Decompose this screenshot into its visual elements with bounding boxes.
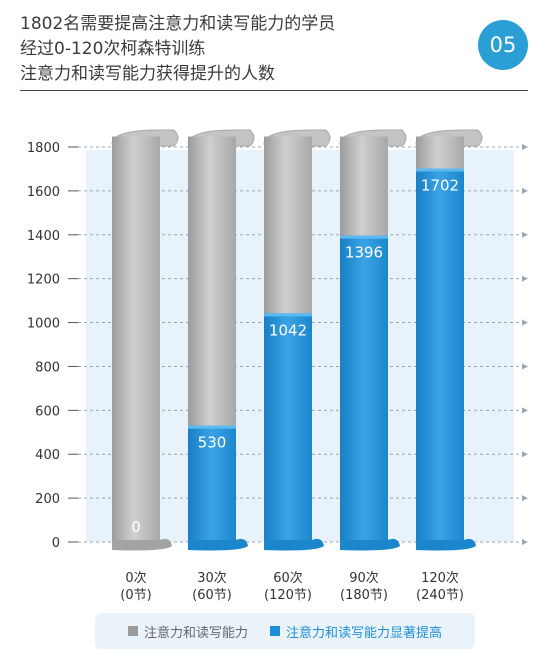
x-category-label: 120次 (240节) (405, 570, 475, 604)
legend-item-improved: 注意力和读写能力显著提高 (270, 622, 442, 641)
category-count: 0次 (125, 571, 147, 586)
bar-bottom-curl (340, 538, 400, 551)
gridline-arrow (522, 187, 528, 194)
legend-label-improved: 注意力和读写能力显著提高 (286, 625, 443, 641)
bar-bottom-curl (416, 538, 476, 551)
y-tick-label: 600 (35, 404, 60, 419)
data-label: 1396 (345, 244, 383, 262)
gridline-arrow (522, 319, 528, 326)
x-category-label: 30次 (60节) (177, 570, 247, 604)
category-sessions: (0节) (120, 588, 152, 603)
bar-improved (264, 313, 312, 542)
gridline-arrow (522, 275, 528, 282)
gridline-arrow (522, 407, 528, 414)
y-tick-label: 1200 (27, 273, 60, 288)
category-count: 90次 (349, 571, 379, 586)
y-tick-label: 0 (52, 536, 60, 551)
bar-improved (416, 168, 464, 542)
legend-swatch-blue (270, 626, 280, 636)
title-divider (20, 90, 528, 91)
y-tick-label: 200 (35, 492, 60, 507)
gridline-arrow (522, 495, 528, 502)
bar-improved-top (340, 235, 388, 239)
category-count: 60次 (273, 571, 303, 586)
category-count: 30次 (197, 571, 227, 586)
bar-bottom-curl (188, 538, 248, 551)
title-line-3: 注意力和读写能力获得提升的人数 (20, 64, 275, 84)
gridline-arrow (522, 451, 528, 458)
gridline-arrow (522, 363, 528, 370)
bar-improved-top (188, 425, 236, 429)
category-sessions: (180节) (340, 588, 388, 603)
category-sessions: (120节) (264, 588, 312, 603)
legend-item-total: 注意力和读写能力 (127, 622, 248, 641)
gridline-arrow (522, 539, 528, 545)
y-tick-label: 1400 (27, 229, 60, 244)
legend-label-total: 注意力和读写能力 (143, 625, 248, 641)
data-label: 1702 (421, 177, 459, 195)
y-tick-label: 1600 (27, 185, 60, 200)
legend-swatch-gray (127, 626, 138, 636)
x-category-label: 0次 (0节) (101, 570, 171, 604)
bar-total (112, 136, 160, 543)
bar-improved (188, 425, 236, 542)
y-tick-label: 400 (35, 448, 60, 463)
title-block: 1802名需要提高注意力和读写能力的学员 经过0-120次柯森特训练 注意力和读… (20, 12, 450, 87)
category-sessions: (60节) (192, 588, 232, 603)
bar-bottom-curl (264, 538, 324, 551)
y-tick-label: 1800 (27, 141, 60, 156)
category-count: 120次 (421, 571, 459, 586)
data-label: 530 (198, 434, 227, 452)
data-label: 1042 (269, 321, 307, 339)
gridline-arrow (522, 144, 528, 150)
bar-improved-top (264, 313, 312, 317)
x-category-label: 60次 (120节) (253, 570, 323, 604)
title-line-2: 经过0-120次柯森特训练 (20, 39, 206, 59)
data-label: 0 (131, 518, 141, 536)
x-category-label: 90次 (180节) (329, 570, 399, 604)
gridline-arrow (522, 231, 528, 238)
number-badge: 05 (478, 20, 528, 70)
bar-improved-top (416, 168, 464, 172)
title-line-1: 1802名需要提高注意力和读写能力的学员 (20, 14, 336, 34)
y-tick-label: 800 (35, 360, 60, 375)
bar-improved (340, 235, 388, 542)
y-tick-label: 1000 (27, 317, 60, 332)
category-sessions: (240节) (416, 588, 464, 603)
bar-bottom-curl (112, 538, 172, 551)
legend: 注意力和读写能力 注意力和读写能力显著提高 (95, 613, 475, 649)
